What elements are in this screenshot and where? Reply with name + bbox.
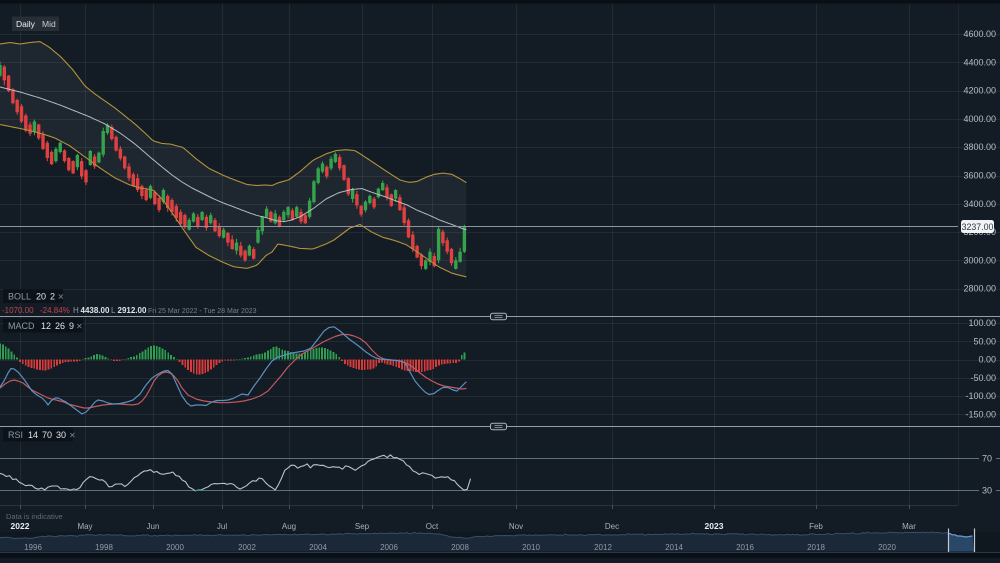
svg-text:Feb: Feb [809,522,823,531]
svg-text:May: May [77,522,92,531]
svg-text:2800.00: 2800.00 [963,284,996,294]
svg-text:70: 70 [42,430,52,440]
svg-text:Mid: Mid [42,19,56,29]
svg-text:2006: 2006 [380,543,398,552]
svg-text:Oct: Oct [426,522,439,531]
svg-text:-1070.00: -1070.00 [2,306,34,315]
svg-text:70: 70 [982,454,992,464]
svg-text:Fri 25 Mar 2022 - Tue 28 Mar 2: Fri 25 Mar 2022 - Tue 28 Mar 2023 [148,308,257,315]
svg-text:30: 30 [982,486,992,496]
svg-text:2008: 2008 [451,543,469,552]
svg-text:2912.00: 2912.00 [118,306,147,315]
svg-text:12: 12 [41,321,51,331]
svg-text:14: 14 [28,430,38,440]
svg-text:Mar: Mar [902,522,916,531]
svg-text:Sep: Sep [355,522,370,531]
svg-text:✕: ✕ [69,431,76,440]
svg-text:RSI: RSI [8,430,23,440]
svg-text:2023: 2023 [705,521,724,531]
svg-text:20: 20 [36,292,46,302]
svg-text:Jul: Jul [217,522,227,531]
svg-text:Aug: Aug [282,522,296,531]
svg-text:Dec: Dec [605,522,619,531]
svg-text:2020: 2020 [878,543,896,552]
svg-text:4200.00: 4200.00 [963,86,996,96]
svg-text:2010: 2010 [522,543,540,552]
svg-text:3237.00: 3237.00 [962,222,994,232]
svg-text:4438.00: 4438.00 [81,306,110,315]
svg-text:3000.00: 3000.00 [963,255,996,265]
svg-text:9: 9 [69,321,74,331]
svg-text:30: 30 [56,430,66,440]
svg-text:✕: ✕ [76,322,83,331]
svg-text:100.00: 100.00 [968,318,996,328]
svg-text:✕: ✕ [58,293,65,302]
svg-text:3800.00: 3800.00 [963,142,996,152]
svg-text:1996: 1996 [24,543,42,552]
svg-text:Jun: Jun [147,522,160,531]
svg-text:4000.00: 4000.00 [963,114,996,124]
svg-text:BOLL: BOLL [8,292,31,302]
svg-text:2018: 2018 [807,543,825,552]
svg-text:Nov: Nov [509,522,523,531]
svg-text:H: H [73,306,79,315]
svg-text:L: L [111,306,116,315]
svg-text:-100.00: -100.00 [965,391,996,401]
svg-text:4400.00: 4400.00 [963,57,996,67]
svg-text:Daily: Daily [16,19,36,29]
svg-text:2004: 2004 [309,543,327,552]
svg-text:26: 26 [55,321,65,331]
svg-text:4600.00: 4600.00 [963,29,996,39]
svg-text:2012: 2012 [594,543,612,552]
svg-text:2002: 2002 [238,543,256,552]
svg-text:2014: 2014 [665,543,683,552]
svg-text:Data is indicative: Data is indicative [6,512,63,521]
svg-text:0.00: 0.00 [978,355,996,365]
svg-text:2022: 2022 [11,521,30,531]
svg-text:2: 2 [50,292,55,302]
svg-text:3400.00: 3400.00 [963,199,996,209]
svg-text:2016: 2016 [736,543,754,552]
svg-text:50.00: 50.00 [973,336,996,346]
svg-text:2000: 2000 [166,543,184,552]
svg-text:-24.84%: -24.84% [40,306,70,315]
svg-text:3600.00: 3600.00 [963,171,996,181]
svg-text:1998: 1998 [95,543,113,552]
svg-text:-50.00: -50.00 [970,373,996,383]
svg-text:-150.00: -150.00 [965,410,996,420]
svg-text:MACD: MACD [8,321,35,331]
